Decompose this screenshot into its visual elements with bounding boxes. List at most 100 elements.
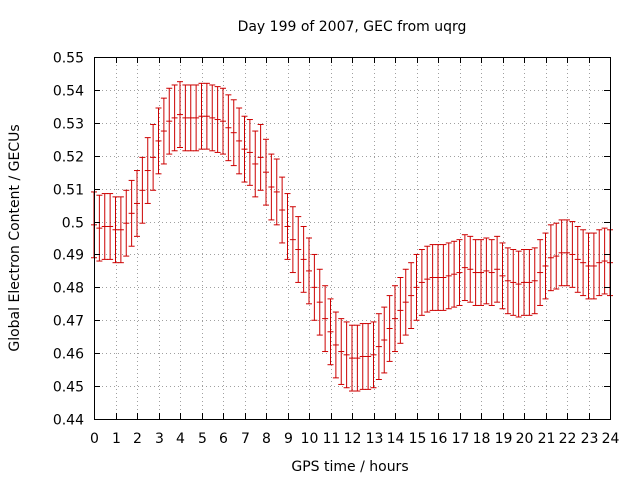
- data-point: [214, 86, 221, 153]
- data-point: [177, 81, 183, 148]
- data-point: [494, 235, 501, 303]
- x-tick-label: 12: [344, 431, 362, 447]
- data-point: [139, 156, 146, 224]
- data-point: [117, 196, 124, 264]
- data-point: [198, 82, 205, 150]
- x-tick-label: 15: [409, 431, 427, 447]
- x-tick-label: 14: [387, 431, 405, 447]
- data-point: [413, 253, 420, 321]
- y-tick-label: 0.44: [53, 413, 84, 429]
- data-point: [316, 268, 323, 336]
- y-tick-label: 0.55: [53, 51, 84, 67]
- data-point: [467, 235, 474, 303]
- data-point: [445, 242, 452, 310]
- data-point: [418, 249, 425, 316]
- x-tick-label: 11: [323, 431, 341, 447]
- data-point: [435, 244, 441, 311]
- data-point: [236, 107, 243, 175]
- data-point: [499, 242, 506, 310]
- data-point: [558, 219, 565, 287]
- gridlines: [94, 57, 610, 419]
- data-point: [343, 321, 350, 389]
- data-point: [322, 285, 329, 353]
- chart-title: Day 199 of 2007, GEC from uqrg: [238, 19, 467, 35]
- x-tick-label: 2: [133, 431, 142, 447]
- data-point: [332, 311, 339, 379]
- data-point: [408, 262, 415, 329]
- data-point: [107, 193, 114, 260]
- data-point: [526, 249, 533, 316]
- x-tick-label: 16: [430, 431, 448, 447]
- data-point: [397, 276, 404, 344]
- data-point: [171, 84, 178, 152]
- data-points: [91, 81, 613, 392]
- data-point: [209, 84, 216, 152]
- data-point: [488, 239, 495, 306]
- y-tick-label: 0.46: [53, 347, 84, 363]
- y-tick-label: 0.5: [62, 216, 84, 232]
- data-point: [585, 232, 592, 300]
- data-point: [273, 158, 280, 226]
- data-point: [166, 87, 173, 155]
- data-point: [451, 240, 458, 308]
- y-tick-label: 0.54: [53, 84, 84, 100]
- y-axis-label: Global Electron Content / GECUs: [7, 124, 23, 351]
- y-tick-label: 0.49: [53, 248, 84, 264]
- data-point: [547, 224, 554, 292]
- x-tick-label: 21: [538, 431, 556, 447]
- x-tick-label: 6: [219, 431, 228, 447]
- data-point: [268, 153, 275, 221]
- x-tick-label: 9: [284, 431, 293, 447]
- data-point: [365, 323, 372, 390]
- y-tick-label: 0.51: [53, 183, 84, 199]
- x-tick-label: 18: [473, 431, 491, 447]
- data-point: [553, 222, 560, 290]
- data-point: [203, 82, 210, 150]
- data-point: [160, 97, 167, 165]
- x-axis-ticks: 0 1 2 3 4 5 6 7 8 9 10 11 12 13 14 15 16 17 18 19 20 21 22 23 24: [90, 57, 619, 447]
- data-point: [510, 249, 517, 316]
- data-point: [515, 250, 522, 318]
- y-tick-label: 0.48: [53, 281, 84, 297]
- x-tick-label: 4: [176, 431, 185, 447]
- data-point: [392, 285, 398, 353]
- data-point: [300, 225, 307, 293]
- data-point: [289, 206, 296, 274]
- data-point: [537, 239, 544, 306]
- data-point: [564, 219, 570, 287]
- data-point: [574, 225, 581, 293]
- data-point: [257, 123, 264, 191]
- x-tick-label: 1: [112, 431, 121, 447]
- data-point: [306, 237, 312, 305]
- data-point: [225, 94, 232, 162]
- data-point: [263, 138, 269, 206]
- data-point: [338, 318, 345, 385]
- data-point: [349, 324, 355, 392]
- x-tick-label: 10: [301, 431, 319, 447]
- y-tick-label: 0.53: [53, 117, 84, 133]
- x-tick-label: 0: [90, 431, 99, 447]
- data-point: [590, 232, 597, 300]
- data-point: [521, 249, 527, 316]
- x-tick-label: 5: [198, 431, 207, 447]
- data-point: [580, 229, 587, 297]
- x-tick-label: 20: [516, 431, 534, 447]
- data-point: [187, 84, 194, 152]
- data-point: [531, 247, 538, 315]
- x-tick-label: 3: [155, 431, 164, 447]
- data-point: [182, 84, 189, 152]
- x-tick-label: 8: [262, 431, 271, 447]
- data-point: [246, 119, 253, 186]
- data-point: [381, 306, 388, 374]
- data-point: [429, 244, 436, 311]
- data-point: [150, 123, 157, 191]
- y-tick-label: 0.52: [53, 150, 84, 166]
- data-point: [402, 268, 409, 336]
- data-point: [311, 253, 318, 321]
- data-point: [424, 245, 431, 313]
- data-point: [123, 189, 130, 257]
- data-point: [472, 239, 479, 306]
- data-point: [134, 170, 140, 237]
- data-point: [504, 247, 511, 315]
